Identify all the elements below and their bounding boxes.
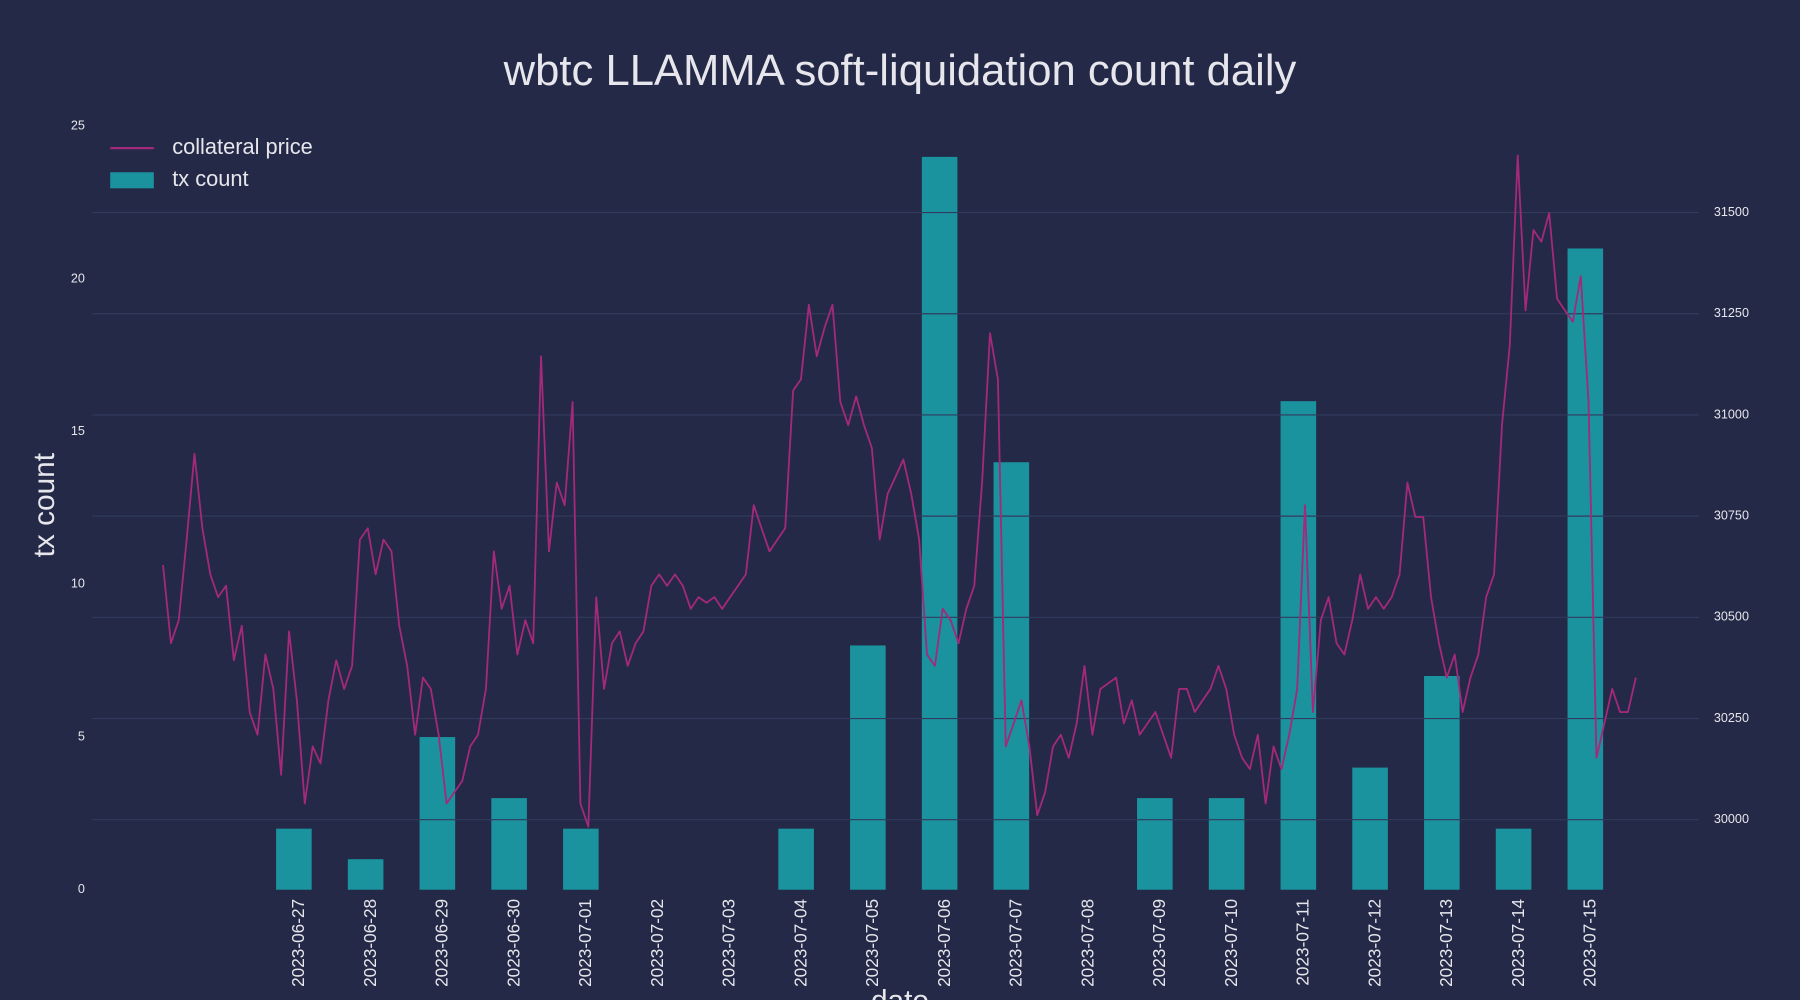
bar	[1137, 798, 1173, 890]
y-tick-label: 25	[71, 119, 85, 133]
y2-tick-label: 30000	[1714, 812, 1749, 826]
y2-tick-label: 30750	[1714, 508, 1749, 522]
legend: collateral price tx count	[110, 134, 313, 191]
bar	[563, 828, 599, 890]
y2-tick-label: 30500	[1714, 610, 1749, 624]
axes: 0 5 10 15 20 25 30000 30250 30500 30750 31000 31250…	[71, 119, 1749, 987]
y-tick-label: 10	[71, 577, 85, 591]
x-tick-label: 2023-06-30	[503, 899, 523, 987]
x-tick-label: 2023-07-05	[862, 899, 882, 987]
x-tick-label: 2023-07-15	[1580, 899, 1600, 987]
x-tick-label: 2023-07-03	[719, 899, 739, 987]
bar	[993, 462, 1030, 890]
x-tick-label: 2023-07-14	[1508, 898, 1528, 986]
bar	[1495, 828, 1532, 890]
chart-title: wbtc LLAMMA soft-liquidation count daily	[503, 47, 1297, 95]
price-line	[162, 154, 1637, 828]
x-tick-label: 2023-07-08	[1077, 899, 1097, 987]
grid	[91, 211, 1699, 821]
y-tick-label: 5	[78, 729, 85, 743]
bar	[347, 859, 384, 890]
legend-label: tx count	[172, 166, 248, 191]
bar	[491, 798, 527, 890]
x-tick-label: 2023-07-12	[1364, 899, 1384, 987]
x-axis-label: date	[871, 984, 929, 1000]
x-tick-label: 2023-07-13	[1436, 899, 1456, 987]
bar	[276, 828, 312, 890]
x-tick-label: 2023-07-01	[575, 899, 595, 987]
y2-tick-label: 30250	[1714, 711, 1749, 725]
x-tick-label: 2023-06-29	[432, 899, 452, 987]
y-tick-label: 15	[71, 424, 85, 438]
y2-tick-label: 31000	[1714, 407, 1749, 421]
y2-tick-label: 31250	[1714, 306, 1749, 320]
legend-label: collateral price	[172, 134, 313, 159]
lines	[162, 154, 1637, 828]
y-tick-label: 0	[78, 882, 85, 896]
bars	[276, 156, 1604, 890]
bar	[921, 156, 958, 890]
x-tick-label: 2023-07-04	[790, 898, 810, 986]
x-tick-label: 2023-07-10	[1221, 899, 1241, 987]
x-tick-label: 2023-07-06	[934, 899, 954, 987]
x-tick-label: 2023-07-09	[1149, 899, 1169, 987]
x-tick-label: 2023-06-27	[288, 899, 308, 987]
bar	[778, 828, 814, 890]
bar	[1424, 675, 1460, 890]
y-axis-label: tx count	[28, 452, 61, 557]
x-tick-label: 2023-07-02	[647, 899, 667, 987]
x-tick-label: 2023-07-07	[1006, 899, 1026, 987]
y2-tick-label: 31500	[1714, 205, 1749, 219]
x-tick-label: 2023-06-28	[360, 899, 380, 987]
bar	[1352, 767, 1388, 890]
bar	[850, 645, 886, 890]
bar	[419, 737, 456, 890]
x-tick-label: 2023-07-11	[1293, 899, 1313, 986]
bar	[1208, 798, 1245, 890]
y-tick-label: 20	[71, 271, 85, 285]
legend-swatch	[110, 172, 154, 189]
